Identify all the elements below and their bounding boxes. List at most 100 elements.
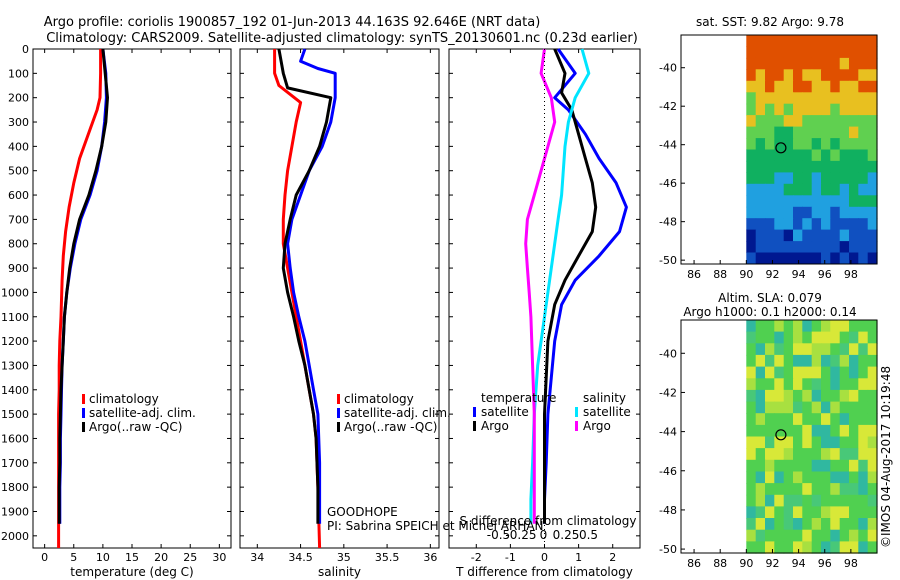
map-cell [783,331,794,344]
map-cell [821,436,831,449]
figure-title-line1: Argo profile: coriolis 1900857_192 01-Ju… [44,15,541,30]
map-cell [849,459,859,473]
map-cell [821,115,831,128]
legend-swatch [82,408,85,418]
map-cell [802,138,813,151]
map-cell [830,218,841,231]
plot-frame [239,48,440,549]
map-cell [811,518,822,531]
map-cell [746,80,757,93]
y-tick-label: 500 [8,165,29,178]
map-cell [755,138,766,151]
map-cell [755,320,766,333]
map-cell [811,206,822,219]
map-cell [774,366,785,379]
y-tick-label: 1400 [1,384,29,397]
map-y-tick-label: -42 [659,100,677,113]
map-cell [783,471,794,484]
series-line-1 [286,48,337,524]
map-cell [858,436,869,449]
map-cell [839,172,850,185]
map-cell [765,436,775,449]
map-cell [830,103,841,116]
map-cell [849,172,859,185]
map-cell [858,518,869,531]
map-cell [821,459,831,473]
map-cell [746,218,757,231]
map-cell [867,46,878,59]
map-cell [755,195,766,208]
map-cell [839,206,850,219]
map-cell [755,183,766,196]
map-cell [849,183,859,196]
map-cell [821,471,831,484]
map-cell [746,459,757,473]
map-cell [755,115,766,128]
map-cell [839,46,850,59]
s-diff-tick-label: -0.25 [505,528,536,542]
map-cell [802,206,813,219]
map-cell [858,172,869,185]
map-cell [821,343,831,356]
map-cell [783,103,794,116]
y-tick-label: 1600 [1,432,29,445]
map-cell [746,172,757,185]
map-cell [811,195,822,208]
map-cell [802,389,813,403]
x-tick-label: 15 [125,551,139,564]
map-cell [811,494,822,508]
map-cell [746,241,757,254]
map-cell [849,57,859,70]
map-cell [783,241,794,254]
map-cell [830,459,841,473]
map-cell [765,92,775,105]
map-cell [811,115,822,128]
map-cell [839,229,850,242]
map-cell [746,354,757,368]
y-tick-label: 1500 [1,408,29,421]
map-cell [746,160,757,173]
map-cell [783,529,794,542]
map-cell [849,483,859,496]
map-cell [755,354,766,368]
map-cell [774,343,785,356]
map-cell [821,506,831,519]
map-cell [765,57,775,70]
map-cell [746,378,757,391]
map-cell [821,378,831,391]
map-cell [793,483,803,496]
map-cell [858,115,869,128]
map-cell [783,218,794,231]
map-cell [746,138,757,151]
map-x-tick-label: 98 [844,268,858,281]
y-tick-label: 1100 [1,311,29,324]
series-line-3 [524,48,557,524]
map-cell [802,183,813,196]
x-tick-label: 30 [212,551,226,564]
map-cell [783,401,794,414]
map-cell [793,448,803,461]
map-cell [821,541,831,554]
sst-map-panel: 86 88 90 92 94 96 98 -50 -48 -46 -44 -42 -40 [659,34,878,281]
map-cell [849,518,859,531]
map-cell [867,378,878,391]
legend-header-temperature: temperature [481,391,556,405]
temperature-panel: 0100200300400500600700800900100011001200… [1,43,232,579]
map-cell [821,483,831,496]
map-cell [867,471,878,484]
y-tick-label: 1200 [1,335,29,348]
map-cell [783,459,794,473]
y-tick-label: 700 [8,213,29,226]
map-cell [867,126,878,139]
map-cell [867,354,878,368]
map-cell [783,389,794,403]
map-cell [839,541,850,554]
map-cell [811,69,822,82]
y-tick-label: 2000 [1,530,29,543]
sla-map-subtitle: Argo h1000: 0.1 h2000: 0.14 [683,305,856,319]
map-cell [746,401,757,414]
map-cell [793,320,803,333]
map-cell [858,206,869,219]
map-cell [867,252,878,265]
map-cell [755,483,766,496]
